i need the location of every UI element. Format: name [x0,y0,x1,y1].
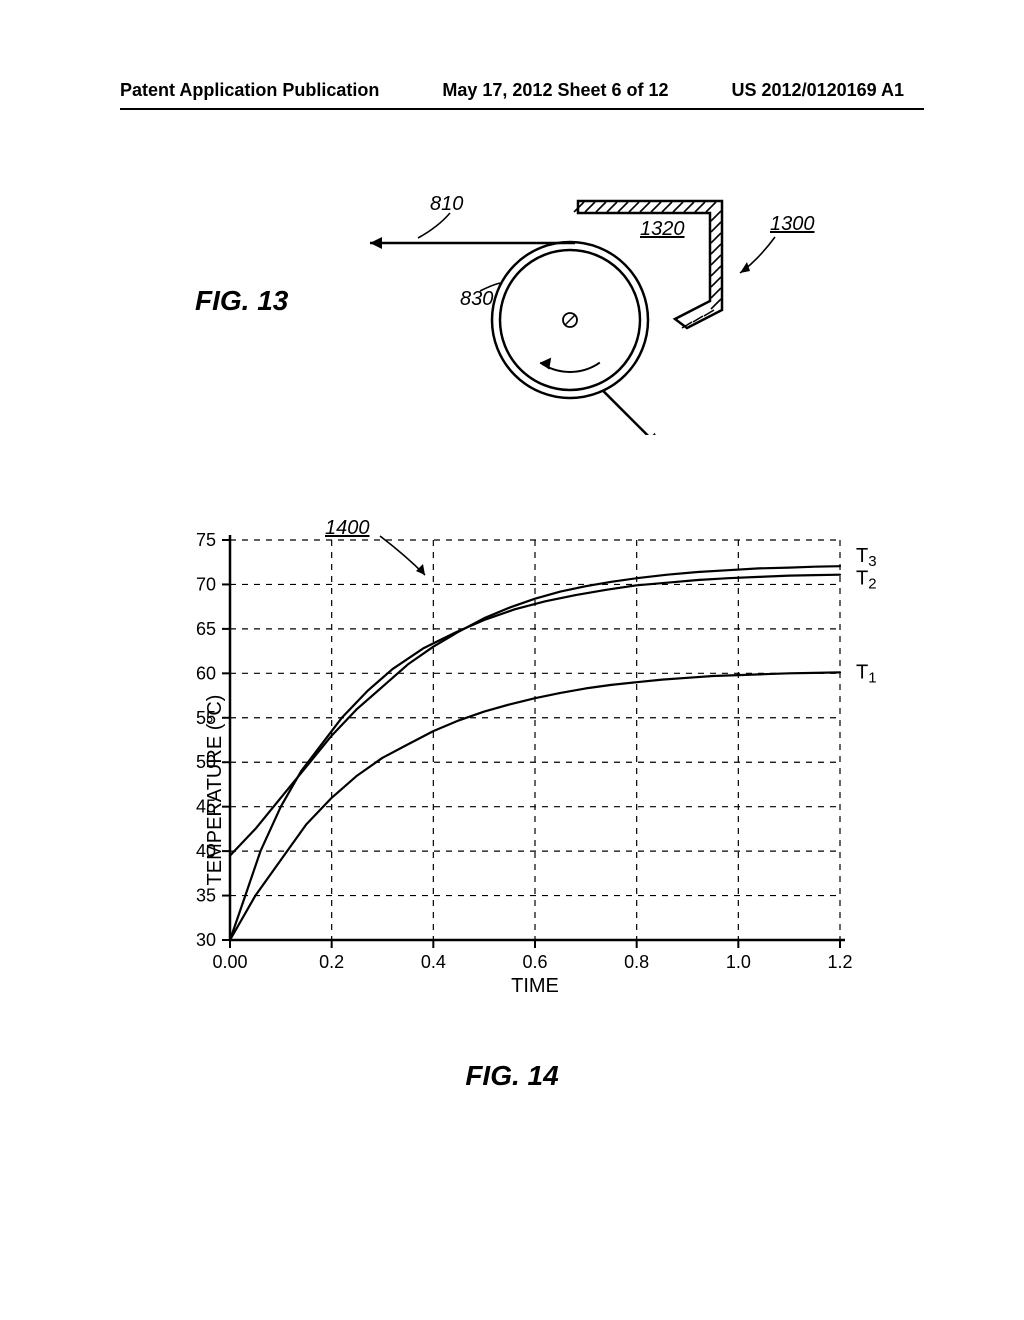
figure-14-chart: TEMPERATURE (°C) 303540455055606570750.0… [140,510,900,1070]
svg-text:35: 35 [196,886,216,906]
header-left: Patent Application Publication [120,80,379,101]
svg-text:0.00: 0.00 [212,952,247,972]
svg-text:1320: 1320 [640,218,685,240]
svg-text:810: 810 [430,193,463,215]
header-rule [120,108,924,110]
svg-text:T1: T1 [856,661,877,686]
svg-text:1.2: 1.2 [827,952,852,972]
svg-text:TIME: TIME [511,975,559,997]
svg-text:1.0: 1.0 [726,952,751,972]
svg-text:70: 70 [196,574,216,594]
svg-text:1300: 1300 [770,213,815,235]
temperature-time-chart: 303540455055606570750.000.20.40.60.81.01… [140,510,900,1010]
fig13-diagram: 810 830 1320 1300 [320,175,840,435]
svg-text:60: 60 [196,663,216,683]
svg-text:30: 30 [196,930,216,950]
svg-text:830: 830 [460,288,493,310]
svg-text:T2: T2 [856,568,877,593]
svg-text:0.4: 0.4 [421,952,446,972]
svg-text:1400: 1400 [325,517,370,539]
svg-text:75: 75 [196,530,216,550]
svg-text:T3: T3 [856,545,877,570]
fig14-caption: FIG. 14 [0,1060,1024,1092]
chart-ylabel: TEMPERATURE (°C) [204,695,227,886]
svg-text:0.8: 0.8 [624,952,649,972]
header-center: May 17, 2012 Sheet 6 of 12 [442,80,668,101]
page-header: Patent Application Publication May 17, 2… [0,80,1024,101]
header-right: US 2012/0120169 A1 [732,80,904,101]
fig13-caption: FIG. 13 [195,285,288,317]
figure-13: FIG. 13 810 830 1320 1300 [195,175,825,435]
svg-text:65: 65 [196,619,216,639]
svg-text:0.2: 0.2 [319,952,344,972]
svg-text:0.6: 0.6 [522,952,547,972]
